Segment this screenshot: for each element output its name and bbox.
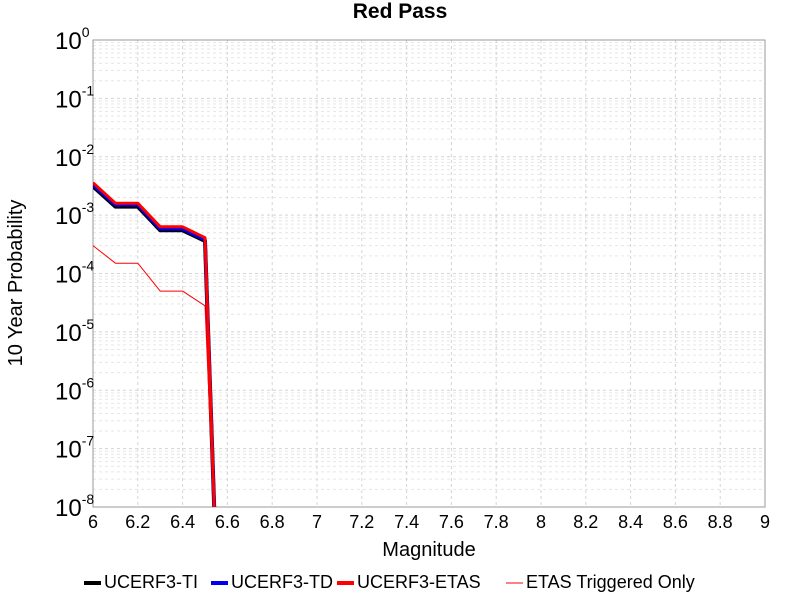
x-tick-label: 6.2 bbox=[125, 512, 150, 532]
y-axis-ticks: 100 10-1 10-2 10-3 10-4 10-5 10-6 10-7 10-8 bbox=[55, 24, 94, 522]
y-tick-label: 10-6 bbox=[55, 374, 94, 405]
x-tick-label: 9 bbox=[760, 512, 770, 532]
y-tick-exponent: 0 bbox=[82, 24, 90, 40]
x-tick-label: 8.2 bbox=[573, 512, 598, 532]
grid bbox=[92, 40, 766, 508]
series-line-ucerf3-etas bbox=[93, 181, 216, 507]
legend-label: UCERF3-TD bbox=[231, 572, 333, 592]
y-tick-label: 10-3 bbox=[55, 199, 94, 230]
y-tick-label: 10-2 bbox=[55, 141, 94, 172]
y-axis-label: 10 Year Probability bbox=[5, 200, 27, 367]
legend-label: UCERF3-TI bbox=[104, 572, 198, 592]
x-tick-label: 6.8 bbox=[260, 512, 285, 532]
y-tick-exponent: -4 bbox=[82, 258, 95, 274]
legend-label: UCERF3-ETAS bbox=[357, 572, 481, 592]
y-tick-label: 100 bbox=[55, 24, 90, 55]
y-tick-exponent: -1 bbox=[82, 82, 95, 98]
x-tick-label: 6.6 bbox=[215, 512, 240, 532]
y-tick-exponent: -5 bbox=[82, 316, 95, 332]
legend-label: ETAS Triggered Only bbox=[526, 572, 695, 592]
y-tick-label: 10-5 bbox=[55, 316, 94, 347]
y-tick-label: 10-1 bbox=[55, 82, 94, 113]
y-tick-label: 10-4 bbox=[55, 258, 94, 289]
x-tick-label: 7.2 bbox=[349, 512, 374, 532]
x-axis-label: Magnitude bbox=[382, 539, 475, 561]
x-axis-ticks: 6 6.2 6.4 6.6 6.8 7 7.2 7.4 7.6 7.8 8 8.2 8.4 8.6 8.8 9 bbox=[88, 512, 770, 532]
x-tick-label: 7.4 bbox=[394, 512, 419, 532]
x-tick-label: 8 bbox=[536, 512, 546, 532]
x-tick-label: 8.4 bbox=[618, 512, 643, 532]
series-line-etas-triggered-only bbox=[93, 245, 215, 507]
chart-title: Red Pass bbox=[353, 0, 448, 23]
plot-area bbox=[92, 39, 766, 508]
y-tick-exponent: -8 bbox=[82, 491, 95, 507]
y-tick-label: 10-8 bbox=[55, 491, 94, 522]
legend: UCERF3-TI UCERF3-TD UCERF3-ETAS ETAS Trigge… bbox=[84, 572, 695, 592]
x-tick-label: 8.6 bbox=[663, 512, 688, 532]
x-tick-label: 6.4 bbox=[170, 512, 195, 532]
x-tick-label: 8.8 bbox=[708, 512, 733, 532]
series-line-ucerf3-ti bbox=[93, 184, 217, 507]
y-tick-label: 10-7 bbox=[55, 433, 94, 464]
x-tick-label: 6 bbox=[88, 512, 98, 532]
x-tick-label: 7 bbox=[312, 512, 322, 532]
x-tick-label: 7.8 bbox=[484, 512, 509, 532]
x-tick-label: 7.6 bbox=[439, 512, 464, 532]
y-tick-exponent: -7 bbox=[82, 433, 95, 449]
y-tick-exponent: -6 bbox=[82, 374, 95, 390]
y-tick-exponent: -3 bbox=[82, 199, 95, 215]
series-line-ucerf3-td bbox=[93, 183, 216, 507]
series-lines bbox=[93, 181, 217, 507]
y-tick-exponent: -2 bbox=[82, 141, 95, 157]
